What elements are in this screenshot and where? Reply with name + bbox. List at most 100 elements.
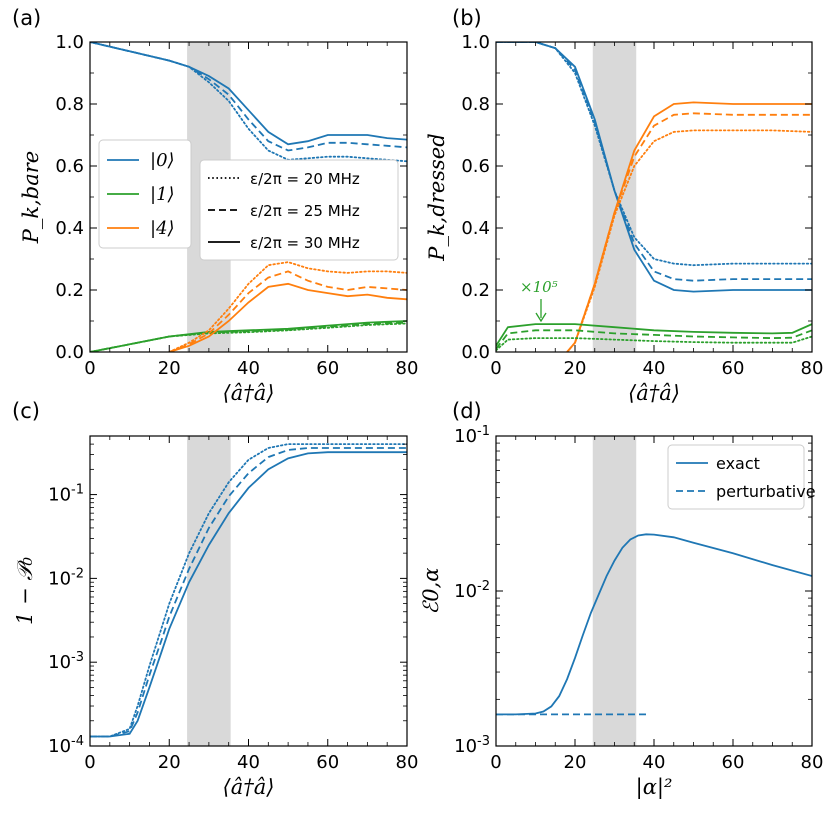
y-axis-label: P_k,dressed: [425, 133, 449, 261]
x-tick-label: 0: [490, 752, 501, 773]
y-tick-label: 1.0: [55, 32, 84, 53]
legend-label: exact: [716, 454, 760, 473]
series-line-5: [90, 322, 407, 352]
legend-label: perturbative: [716, 482, 816, 501]
y-axis-label: ℰ0,α: [419, 568, 443, 615]
y-tick-label: 10-3: [454, 734, 490, 757]
x-tick-label: 20: [158, 358, 181, 379]
legend-label: ε/2π = 25 MHz: [250, 202, 360, 220]
x-tick-label: 0: [84, 752, 95, 773]
y-tick-label: 1.0: [461, 32, 490, 53]
series-line-6: [496, 323, 812, 347]
y-tick-label: 0.4: [461, 218, 490, 239]
legend-label: |0⟩: [150, 150, 175, 171]
x-tick-label: 80: [396, 752, 419, 773]
tick-exponent: -2: [71, 566, 84, 581]
x-tick-label: 40: [643, 752, 666, 773]
series-line-4: [566, 112, 812, 352]
tick-base: 10: [48, 485, 71, 506]
x-tick-label: 40: [643, 358, 666, 379]
y-axis-label: 1 − 𝒫₀: [13, 556, 37, 624]
tick-base: 10: [454, 581, 477, 602]
x-tick-label: 40: [237, 752, 260, 773]
tick-exponent: -3: [71, 650, 84, 665]
tick-base: 10: [454, 426, 477, 447]
y-tick-label: 0.8: [55, 94, 84, 115]
tick-base: 10: [48, 652, 71, 673]
series-line-2: [496, 42, 812, 267]
series-line-2: [90, 42, 407, 163]
y-tick-label: 0.0: [55, 342, 84, 363]
tick-exponent: -4: [71, 734, 84, 749]
series-line-8: [168, 261, 407, 352]
annotation-label: ×10⁵: [520, 278, 558, 296]
y-tick-label: 0.0: [461, 342, 490, 363]
legend-d: exact perturbative: [667, 444, 816, 510]
tick-exponent: -3: [477, 734, 490, 749]
panel-label: (d): [452, 399, 482, 423]
y-tick-label: 10-2: [48, 566, 84, 589]
x-tick-label: 80: [801, 358, 824, 379]
shaded-band: [592, 42, 637, 352]
y-tick-label: 0.2: [461, 280, 490, 301]
series-line-3: [566, 101, 812, 352]
plot-frame: [495, 41, 813, 353]
x-tick-label: 20: [564, 358, 587, 379]
series-line-0: [90, 451, 407, 738]
tick-exponent: -1: [477, 424, 490, 439]
x-axis-label: ⟨â†â⟩: [223, 381, 275, 405]
x-tick-label: 0: [84, 358, 95, 379]
x-tick-label: 60: [722, 752, 745, 773]
shaded-band: [187, 436, 231, 746]
y-tick-label: 10-4: [48, 734, 84, 757]
legend-states: |0⟩ |1⟩ |4⟩: [98, 139, 192, 249]
x-tick-label: 0: [490, 358, 501, 379]
tick-exponent: -1: [71, 483, 84, 498]
x-tick-label: 20: [158, 752, 181, 773]
x-tick-label: 60: [316, 752, 339, 773]
panel-label: (c): [12, 399, 40, 423]
series-line-4: [90, 321, 407, 352]
series-group: [90, 443, 407, 738]
tick-base: 10: [48, 568, 71, 589]
y-tick-label: 0.4: [55, 218, 84, 239]
y-tick-label: 10-2: [454, 579, 490, 602]
x-tick-label: 60: [316, 358, 339, 379]
legend-label: ε/2π = 30 MHz: [250, 234, 360, 252]
x-tick-label: 40: [237, 358, 260, 379]
y-tick-label: 0.2: [55, 280, 84, 301]
series-line-5: [566, 129, 812, 352]
x-tick-label: 60: [722, 358, 745, 379]
tick-exponent: -2: [477, 579, 490, 594]
x-tick-label: 80: [396, 358, 419, 379]
x-axis-label: |α|²: [636, 775, 673, 800]
legend-label: ε/2π = 20 MHz: [250, 170, 360, 188]
x-tick-label: 20: [564, 752, 587, 773]
series-group: [496, 42, 812, 352]
series-group: [90, 42, 407, 352]
legend-styles: ε/2π = 20 MHz ε/2π = 25 MHz ε/2π = 30 MHz: [199, 159, 399, 261]
y-tick-label: 10-3: [48, 650, 84, 673]
y-tick-label: 0.6: [461, 156, 490, 177]
x-axis-label: ⟨â†â⟩: [223, 775, 275, 799]
tick-base: 10: [48, 736, 71, 757]
y-tick-label: 10-1: [454, 424, 490, 447]
series-line-0: [496, 533, 812, 716]
annotation: ×10⁵: [520, 278, 558, 323]
series-line-6: [169, 282, 407, 352]
series-line-8: [496, 335, 812, 352]
annotation-arrowhead: [535, 312, 547, 323]
series-line-0: [496, 42, 812, 293]
series-line-1: [496, 42, 812, 282]
y-tick-label: 0.6: [55, 156, 84, 177]
panel-1: (b) 0 20 40 60 80 0.0 0.2 0.4 0.6 0.8 1.0 ⟨â†â⟩ P_k,d…: [425, 6, 823, 405]
y-tick-label: 0.8: [461, 94, 490, 115]
x-tick-label: 80: [801, 752, 824, 773]
series-line-7: [496, 329, 812, 350]
legend-box: [199, 159, 399, 261]
panel-label: (a): [12, 6, 41, 30]
panel-label: (b): [452, 6, 482, 30]
legend-label: |4⟩: [150, 218, 175, 239]
